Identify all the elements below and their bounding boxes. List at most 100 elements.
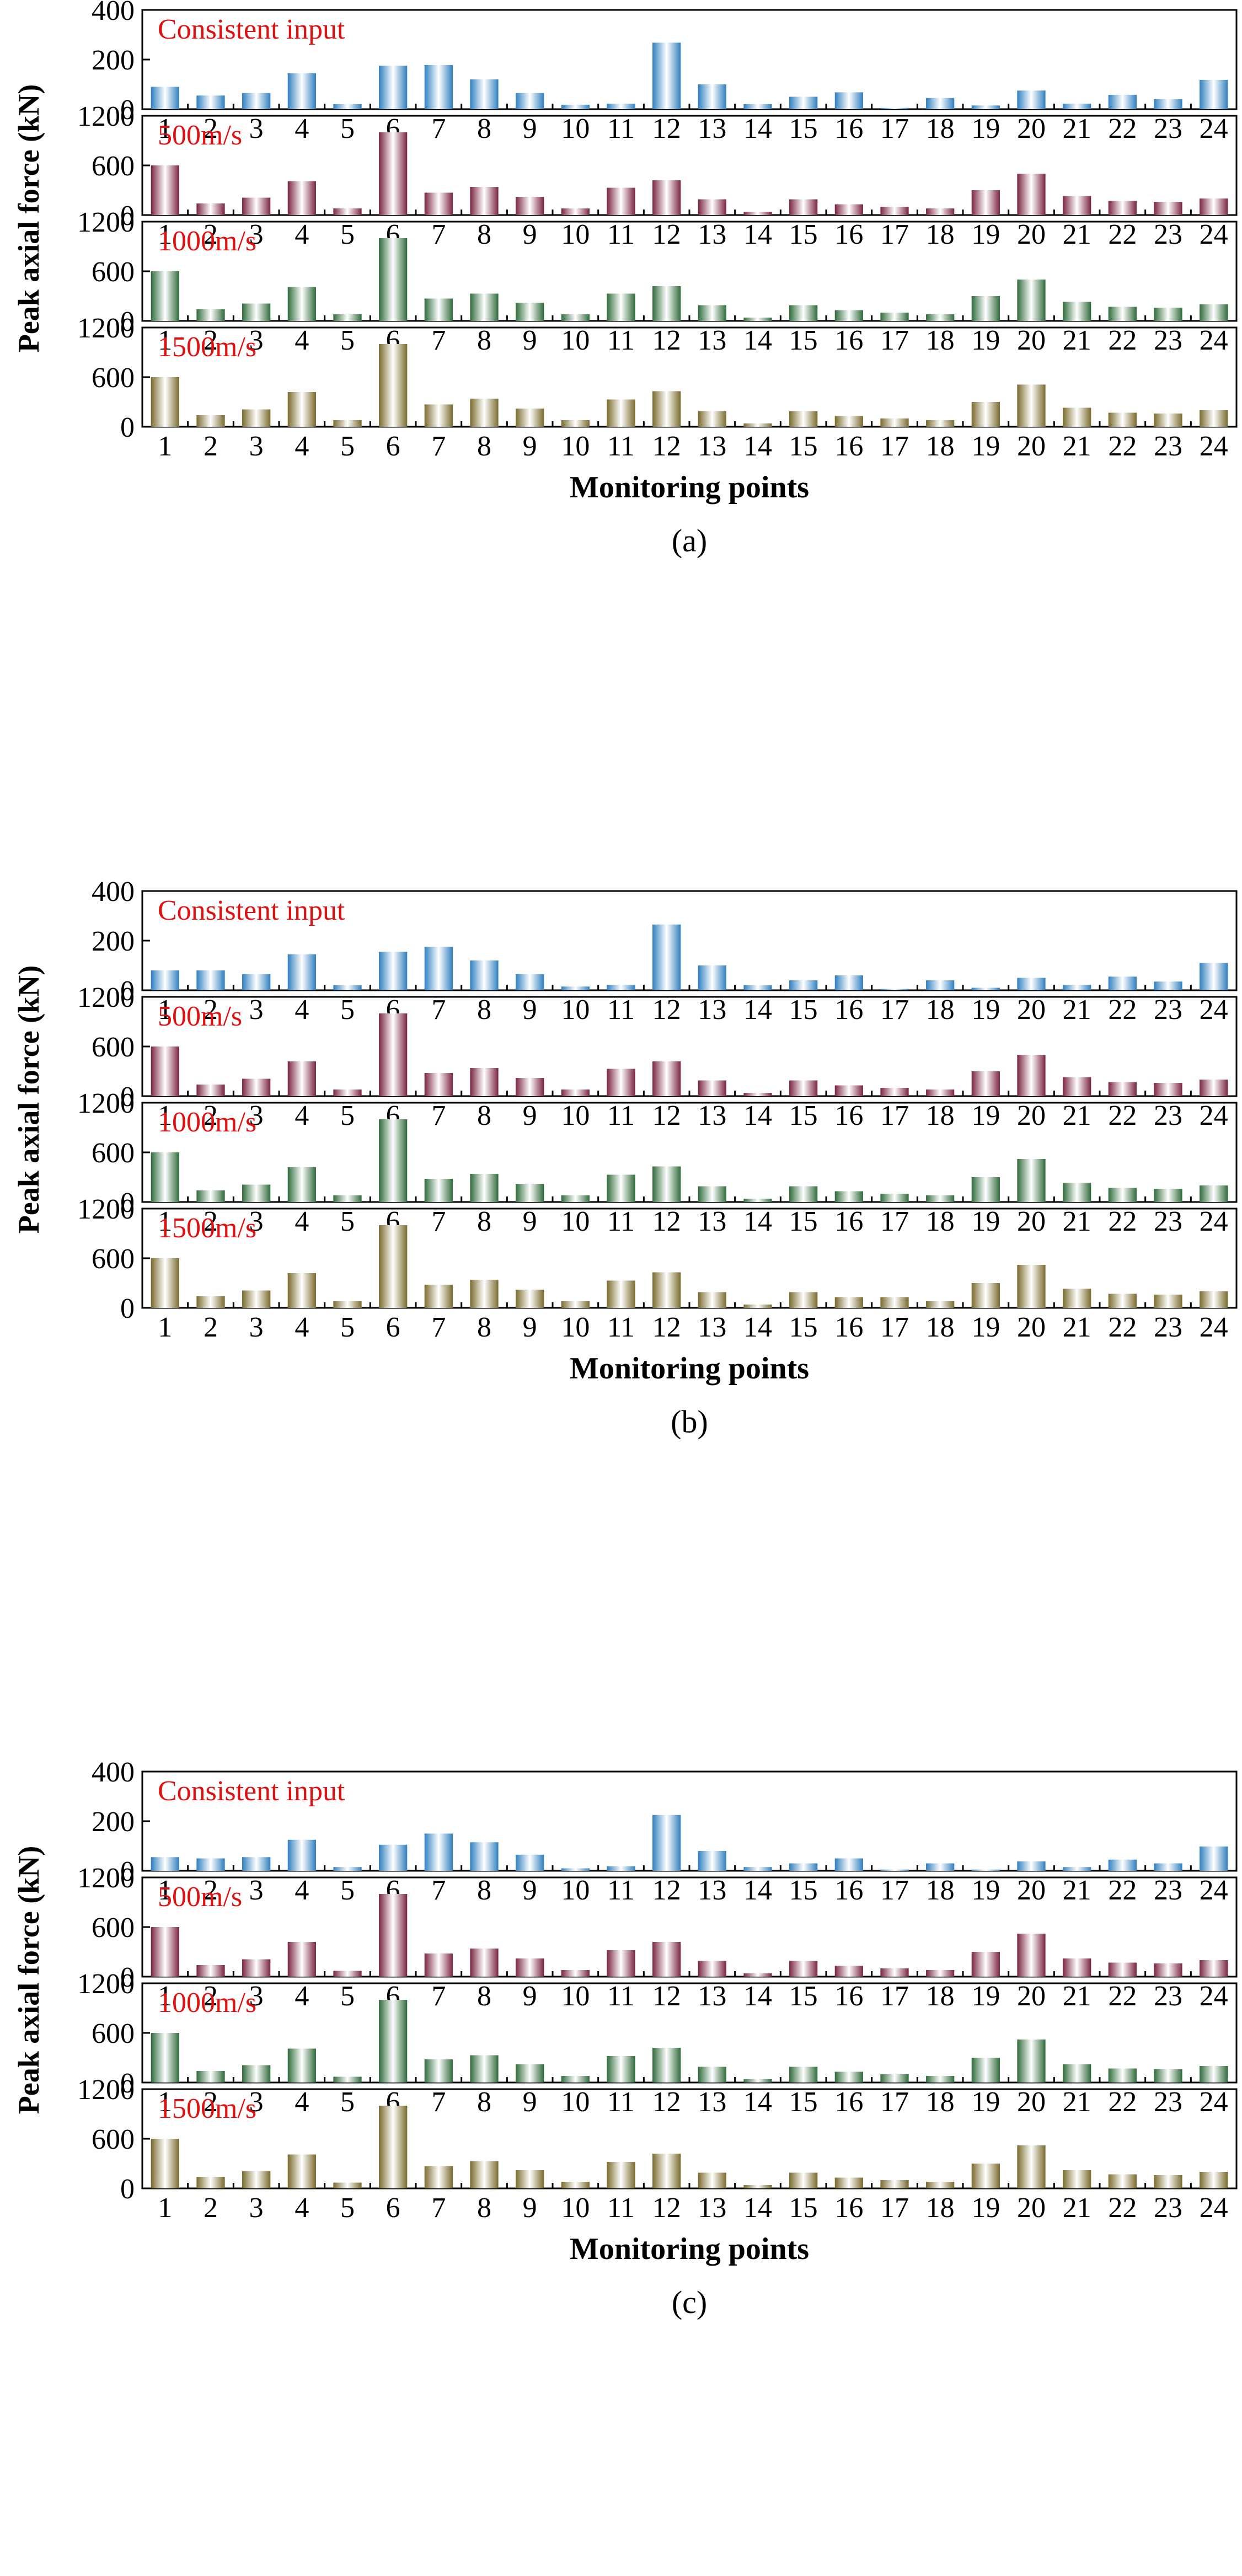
- x-tick-label: 19: [971, 994, 1000, 1026]
- y-tick-label: 1200: [77, 1088, 135, 1119]
- bar-v1500-point-11: [607, 2162, 635, 2188]
- bar-v1000-point-14: [743, 318, 772, 321]
- bar-v1500-point-20: [1017, 384, 1046, 427]
- x-tick-label: 18: [926, 325, 955, 356]
- bar-v500-point-9: [516, 1958, 544, 1977]
- x-tick-label: 18: [926, 1981, 955, 2012]
- x-tick-label: 22: [1108, 2086, 1137, 2118]
- x-tick-label: 7: [431, 2192, 446, 2224]
- bar-v500-point-2: [196, 1085, 225, 1096]
- bar-v1500-point-18: [926, 420, 955, 427]
- bar-v500-point-19: [971, 1952, 1000, 1977]
- bar-v1000-point-7: [424, 298, 453, 321]
- bar-consistent-point-10: [561, 986, 590, 990]
- x-tick-label: 10: [561, 1875, 590, 1906]
- y-tick-label: 1200: [77, 1968, 135, 2000]
- x-tick-label: 16: [834, 1875, 863, 1906]
- x-tick-label: 24: [1200, 325, 1228, 356]
- x-tick-label: 16: [834, 219, 863, 250]
- bar-consistent-point-1: [151, 87, 179, 109]
- bar-v1500-point-2: [196, 415, 225, 427]
- bar-consistent-point-6: [379, 952, 408, 990]
- bar-consistent-point-22: [1108, 976, 1137, 990]
- bar-v500-point-15: [789, 199, 818, 215]
- bar-consistent-point-10: [561, 1868, 590, 1871]
- bar-v500-point-12: [652, 1061, 681, 1096]
- bar-consistent-point-13: [698, 1851, 726, 1871]
- bar-v500-point-12: [652, 1942, 681, 1977]
- bar-consistent-point-10: [561, 104, 590, 109]
- x-tick-label: 5: [340, 1206, 355, 1237]
- x-tick-label: 12: [652, 2192, 681, 2224]
- x-tick-label: 13: [698, 1312, 726, 1343]
- series-label: 1500m/s: [158, 2093, 256, 2124]
- bar-consistent-point-21: [1063, 985, 1091, 990]
- x-tick-label: 7: [431, 325, 446, 356]
- x-tick-label: 11: [607, 2086, 635, 2118]
- bar-v500-point-5: [333, 208, 362, 215]
- x-tick-label: 22: [1108, 431, 1137, 462]
- x-tick-label: 10: [561, 994, 590, 1026]
- bar-v1500-point-4: [287, 2154, 316, 2188]
- bar-v500-point-23: [1154, 202, 1182, 215]
- y-tick-label: 600: [92, 1912, 135, 1944]
- x-tick-label: 2: [204, 994, 218, 1026]
- bar-consistent-point-16: [834, 1858, 863, 1871]
- bar-v1000-point-13: [698, 305, 726, 321]
- bar-v1000-point-22: [1108, 2068, 1137, 2083]
- bar-v1500-point-15: [789, 2172, 818, 2188]
- bar-v500-point-24: [1200, 198, 1228, 215]
- x-tick-label: 4: [295, 325, 309, 356]
- bar-v1500-point-9: [516, 1290, 544, 1308]
- x-tick-label: 24: [1200, 2192, 1228, 2224]
- x-tick-label: 10: [561, 325, 590, 356]
- bar-v1500-point-1: [151, 1258, 179, 1308]
- bar-consistent-point-12: [652, 924, 681, 990]
- bar-v1500-point-5: [333, 420, 362, 427]
- bar-v1000-point-1: [151, 271, 179, 321]
- x-tick-label: 20: [1017, 1100, 1046, 1131]
- x-tick-label: 24: [1200, 994, 1228, 1026]
- y-tick-label: 400: [92, 0, 135, 26]
- x-tick-label: 1: [158, 1875, 172, 1906]
- x-tick-label: 23: [1154, 219, 1182, 250]
- x-tick-label: 17: [880, 1875, 909, 1906]
- bar-consistent-point-16: [834, 975, 863, 990]
- series-label: 500m/s: [158, 120, 242, 151]
- bar-v1500-point-22: [1108, 412, 1137, 427]
- bar-v500-point-2: [196, 203, 225, 215]
- bar-v500-point-3: [242, 197, 271, 215]
- x-tick-label: 19: [971, 1875, 1000, 1906]
- bar-consistent-point-5: [333, 104, 362, 109]
- y-tick-label: 0: [120, 1081, 135, 1113]
- x-tick-label: 9: [523, 1312, 537, 1343]
- bar-v1000-point-12: [652, 2048, 681, 2083]
- x-tick-label: 15: [789, 1312, 818, 1343]
- x-tick-label: 17: [880, 1312, 909, 1343]
- bar-v1000-point-16: [834, 310, 863, 321]
- bar-v1000-point-24: [1200, 304, 1228, 321]
- x-tick-label: 20: [1017, 994, 1046, 1026]
- x-tick-label: 4: [295, 1100, 309, 1131]
- x-tick-label: 1: [158, 1100, 172, 1131]
- bar-consistent-point-8: [470, 1842, 499, 1871]
- bar-v1500-point-10: [561, 420, 590, 427]
- y-tick-label: 600: [92, 151, 135, 182]
- bar-v500-point-17: [880, 1088, 909, 1096]
- x-tick-label: 20: [1017, 219, 1046, 250]
- bar-v1500-point-20: [1017, 1265, 1046, 1308]
- x-tick-label: 2: [204, 2086, 218, 2118]
- x-tick-label: 13: [698, 325, 726, 356]
- x-tick-label: 18: [926, 2086, 955, 2118]
- x-tick-label: 7: [431, 1981, 446, 2012]
- bar-v1500-point-21: [1063, 407, 1091, 427]
- x-tick-label: 3: [249, 1981, 264, 2012]
- x-tick-label: 8: [477, 1981, 491, 2012]
- bar-consistent-point-9: [516, 93, 544, 109]
- y-tick-label: 0: [120, 306, 135, 337]
- x-tick-label: 13: [698, 2192, 726, 2224]
- bar-v500-point-22: [1108, 1082, 1137, 1096]
- x-tick-label: 16: [834, 1206, 863, 1237]
